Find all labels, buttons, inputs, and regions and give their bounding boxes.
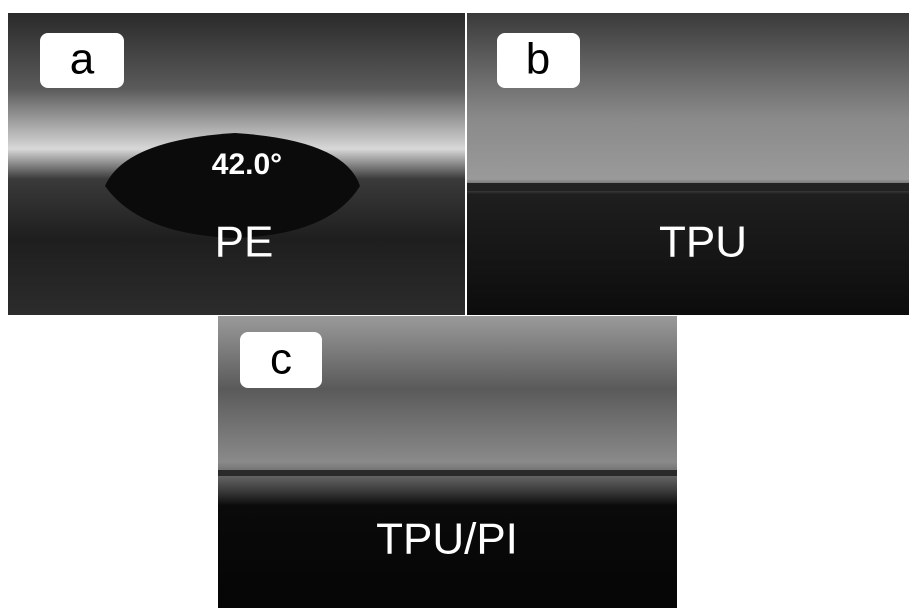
contact-angle: 42.0° [212, 148, 282, 181]
panel-c: c TPU/PI [218, 316, 677, 608]
caption: PE [215, 218, 274, 267]
page: a 42.0° PE b TPU c TPU/PI (() => { const… [0, 0, 909, 608]
panel-label: c [270, 335, 292, 384]
figure: a 42.0° PE b TPU c TPU/PI [0, 0, 909, 608]
caption: TPU/PI [376, 515, 518, 564]
panel-label: a [70, 35, 95, 84]
caption: TPU [659, 218, 747, 267]
film-edge [467, 183, 909, 191]
panel-b: b TPU [467, 13, 909, 315]
film-edge [218, 470, 677, 476]
panel-a: a 42.0° PE [8, 13, 465, 315]
panel-label: b [526, 35, 550, 84]
